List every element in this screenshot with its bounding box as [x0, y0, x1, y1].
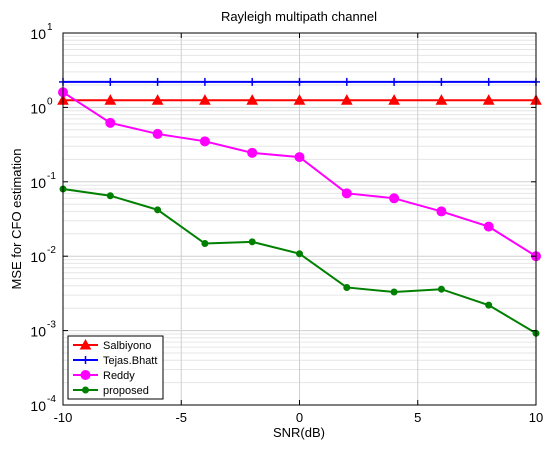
x-axis: -10 -5 0 5 10 [54, 33, 543, 425]
y-tick-label: 10 [30, 249, 46, 265]
data-point [343, 283, 351, 291]
data-point [248, 238, 256, 246]
x-tick-label: -5 [175, 410, 187, 425]
data-point [390, 288, 398, 296]
data-point [106, 192, 114, 200]
y-tick-label: 10 [30, 26, 46, 42]
data-point [82, 386, 89, 394]
data-point [295, 77, 304, 86]
legend-item: Salbiyono [73, 338, 151, 352]
data-point [435, 94, 448, 105]
x-tick-label: 10 [529, 410, 543, 425]
data-point [483, 221, 494, 232]
y-tick-label: 10 [30, 175, 46, 191]
data-point [104, 94, 117, 105]
data-point [340, 94, 353, 105]
data-point [293, 94, 306, 105]
data-point [199, 136, 210, 147]
series-salbiyono [57, 94, 542, 105]
x-tick-label: 0 [296, 410, 303, 425]
data-point [200, 77, 209, 86]
data-point [246, 94, 259, 105]
data-point [80, 370, 91, 380]
data-point [154, 206, 162, 214]
legend-label: Salbiyono [103, 340, 151, 352]
data-point [201, 240, 209, 248]
chart-title: Rayleigh multipath channel [221, 9, 377, 24]
data-point [248, 77, 257, 86]
y-tick-exponent: -4 [47, 394, 56, 405]
y-tick-label: 10 [30, 398, 46, 414]
data-point [484, 77, 493, 86]
legend-label: Reddy [103, 370, 135, 382]
data-point [437, 285, 445, 293]
data-point [390, 77, 399, 86]
y-tick-exponent: -3 [47, 320, 56, 331]
data-point [482, 94, 495, 105]
legend-item: Tejas.Bhatt [73, 355, 157, 367]
data-point [485, 301, 493, 309]
data-point [388, 94, 400, 105]
legend-item: Reddy [73, 370, 135, 382]
legend-label: Tejas.Bhatt [103, 355, 157, 367]
y-tick-exponent: -1 [47, 171, 56, 182]
y-tick-exponent: -2 [47, 245, 56, 256]
y-tick-exponent: 0 [47, 96, 53, 107]
x-axis-label: SNR(dB) [273, 425, 325, 440]
data-point [106, 77, 115, 86]
y-tick-label: 10 [30, 324, 46, 340]
y-tick-exponent: 1 [47, 22, 53, 33]
x-tick-label: -10 [54, 410, 73, 425]
data-point [153, 77, 162, 86]
series-proposed [59, 185, 540, 337]
data-point [436, 206, 447, 217]
data-point [437, 77, 446, 86]
legend-item: proposed [73, 385, 149, 397]
x-tick-label: 5 [414, 410, 421, 425]
series-group [57, 77, 542, 337]
data-point [81, 356, 90, 364]
legend-label: proposed [103, 385, 149, 397]
data-point [389, 193, 400, 204]
data-point [296, 250, 303, 258]
data-point [152, 128, 163, 139]
y-tick-label: 10 [30, 100, 46, 116]
data-point [247, 147, 258, 158]
data-point [341, 188, 352, 199]
data-point [199, 94, 211, 105]
data-point [105, 117, 116, 128]
data-point [79, 338, 92, 350]
y-axis-label: MSE for CFO estimation [9, 149, 24, 290]
legend: Salbiyono Tejas.Bhatt Reddy proposed [67, 335, 164, 400]
data-point [342, 77, 351, 86]
data-point [294, 152, 305, 163]
data-point [151, 94, 164, 105]
